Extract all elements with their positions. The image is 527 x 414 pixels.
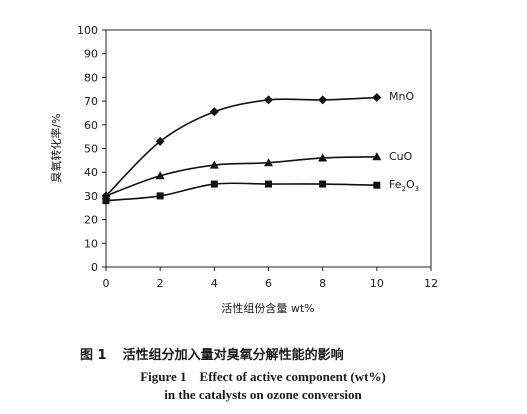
data-point-2 — [319, 180, 327, 188]
y-tick-label: 70 — [84, 95, 98, 108]
data-point-2 — [265, 180, 272, 188]
fe-label: Fe — [389, 178, 402, 191]
caption-cn-text: 活性组分加入量对臭氧分解性能的影响 — [123, 347, 344, 363]
series-line-2 — [105, 182, 377, 202]
data-point-1 — [372, 152, 382, 161]
x-tick-label: 6 — [265, 277, 272, 290]
o-sub: 3 — [415, 185, 419, 193]
y-tick-label: 20 — [84, 214, 98, 227]
series-label-cuo: CuO — [389, 150, 413, 163]
x-tick-label: 10 — [370, 277, 384, 290]
x-axis-label: 活性组份含量 wt% — [221, 301, 314, 315]
y-tick-label: 90 — [84, 48, 98, 61]
y-tick-label: 30 — [84, 190, 98, 203]
x-tick-label: 12 — [424, 277, 438, 290]
x-tick-label: 4 — [211, 277, 218, 290]
fe-sub: 2 — [402, 185, 406, 193]
data-point-0 — [155, 136, 165, 146]
series-line-1 — [105, 155, 377, 197]
data-point-2 — [156, 192, 164, 200]
y-tick-label: 50 — [84, 143, 98, 156]
data-point-2 — [210, 180, 218, 188]
x-tick-label: 0 — [103, 277, 110, 290]
y-tick-label: 40 — [84, 166, 98, 179]
x-tick-label: 2 — [157, 277, 164, 290]
y-axis-label: 臭氧转化率/% — [49, 113, 63, 182]
series-layer — [101, 93, 382, 205]
caption-en-line2: in the catalysts on ozone conversion — [164, 387, 362, 402]
series-label-mno: MnO — [389, 90, 414, 103]
y-tick-label: 60 — [84, 119, 98, 132]
y-tick-label: 10 — [84, 237, 98, 250]
o-label: O — [406, 178, 415, 191]
caption-cn: 图 1 活性组分加入量对臭氧分解性能的影响 — [80, 347, 344, 363]
data-point-0 — [209, 107, 219, 117]
data-point-0 — [372, 93, 382, 103]
series-line-0 — [105, 96, 377, 197]
data-point-2 — [102, 197, 110, 205]
ticks: 0 10 20 30 40 50 60 70 80 90 100 0 2 4 6 8 10 12 — [77, 24, 438, 290]
data-point-1 — [155, 171, 165, 180]
caption-en-line1: Figure 1 Effect of active component (wt%… — [140, 369, 386, 384]
data-point-0 — [264, 95, 273, 105]
data-point-2 — [373, 181, 381, 189]
y-tick-label: 0 — [91, 261, 98, 274]
data-point-1 — [209, 160, 219, 169]
y-tick-label: 80 — [84, 71, 98, 84]
caption-cn-label: 图 1 — [80, 348, 107, 363]
y-tick-label: 100 — [77, 24, 98, 37]
data-point-1 — [264, 158, 273, 167]
series-label-fe2o3: Fe2O3 — [389, 178, 419, 193]
data-point-1 — [318, 153, 328, 162]
x-tick-label: 8 — [319, 277, 326, 290]
axes — [105, 29, 432, 268]
data-point-0 — [318, 95, 328, 105]
